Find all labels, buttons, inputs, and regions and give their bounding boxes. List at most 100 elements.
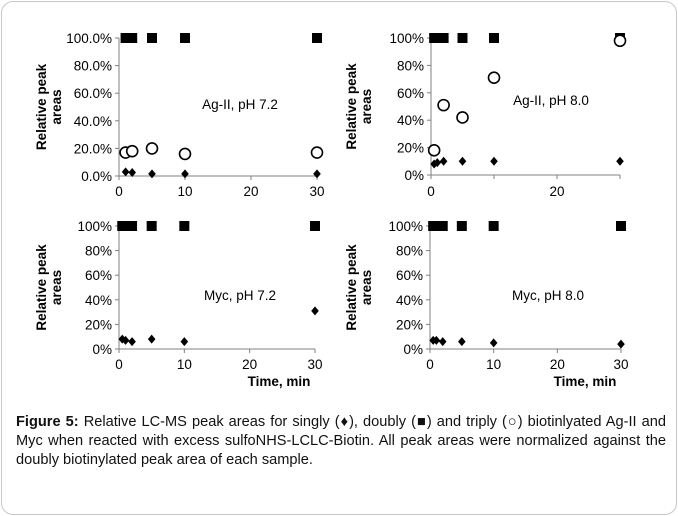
marker-singly <box>148 169 156 179</box>
marker-triply <box>310 146 324 159</box>
marker-singly <box>180 337 189 347</box>
y-tick-label: 100.0% <box>66 31 112 46</box>
y-axis-label: Relative peakareas <box>34 63 64 150</box>
marker-doubly <box>127 33 138 43</box>
x-tick-label: 30 <box>309 184 324 199</box>
marker-doubly <box>120 221 131 231</box>
marker-singly <box>490 156 498 166</box>
y-tick-label: 60% <box>396 268 423 283</box>
y-axis-label-line: Relative peak <box>344 63 359 150</box>
x-tick-label: 20 <box>243 184 258 199</box>
marker-doubly <box>310 221 320 231</box>
y-axis-label: Relative peakareas <box>34 244 64 331</box>
marker-triply <box>145 142 159 155</box>
marker-singly <box>147 334 156 344</box>
y-tick-label: 80% <box>85 244 112 259</box>
marker-singly <box>616 156 624 166</box>
marker-singly <box>181 169 189 179</box>
marker-singly <box>617 339 625 349</box>
marker-singly <box>121 167 130 177</box>
figure-plots: 0.0% 20.0% 40.0% 60.0% 80.0% 100.0% 0 10 20 30 Ag-… <box>34 31 629 389</box>
y-tick-label: 0% <box>404 168 424 183</box>
y-axis-label-line: areas <box>49 270 64 305</box>
marker-singly <box>439 156 448 166</box>
marker-singly <box>433 158 442 168</box>
y-axis-label: Relative peakareas <box>344 244 374 331</box>
panel-title: Myc, pH 7.2 <box>204 288 276 303</box>
marker-singly <box>438 337 447 347</box>
marker-doubly <box>147 33 157 43</box>
y-axis-label-line: Relative peak <box>34 63 49 150</box>
x-tick-label: 10 <box>177 357 192 372</box>
x-tick-label: 20 <box>242 357 257 372</box>
marker-doubly <box>432 33 443 43</box>
marker-singly <box>128 337 136 347</box>
marker-triply <box>456 111 469 124</box>
y-tick-label: 80% <box>397 58 424 73</box>
y-tick-label: 60.0% <box>74 86 112 101</box>
figure-caption: Figure 5: Relative LC-MS peak areas for … <box>16 413 666 470</box>
y-tick-label: 20% <box>396 317 423 332</box>
marker-doubly <box>438 33 449 43</box>
x-axis-label: Time, min <box>554 374 617 389</box>
y-tick-label: 100% <box>389 31 424 46</box>
y-tick-label: 0% <box>92 342 112 357</box>
marker-doubly <box>456 221 467 231</box>
marker-doubly <box>488 221 499 231</box>
x-tick-label: 30 <box>307 357 322 372</box>
y-tick-label: 100% <box>77 219 112 234</box>
y-axis-label-line: areas <box>359 270 374 305</box>
x-axis-label: Time, min <box>248 374 311 389</box>
marker-doubly <box>616 221 626 231</box>
marker-triply <box>487 71 501 85</box>
x-tick-label: 0 <box>427 184 435 199</box>
caption-label: Figure 5: <box>16 414 79 430</box>
marker-doubly <box>146 221 157 231</box>
x-tick-label: 10 <box>177 184 192 199</box>
marker-doubly <box>127 221 138 231</box>
marker-triply <box>427 144 441 157</box>
marker-singly <box>458 156 467 166</box>
marker-singly <box>489 338 498 348</box>
marker-doubly <box>180 33 190 43</box>
x-tick-label: 30 <box>613 357 628 372</box>
y-tick-label: 0.0% <box>81 169 112 184</box>
marker-triply <box>613 34 627 48</box>
marker-doubly <box>312 33 322 43</box>
marker-doubly <box>489 33 499 43</box>
x-tick-label: 20 <box>550 357 565 372</box>
y-axis-label-line: areas <box>359 89 374 124</box>
marker-triply <box>125 144 139 158</box>
marker-doubly <box>120 33 131 43</box>
marker-triply <box>178 147 192 161</box>
marker-singly <box>128 168 136 178</box>
y-axis-label-line: areas <box>49 89 64 124</box>
y-tick-label: 20.0% <box>74 141 112 156</box>
chart-panel-2: 0% 20% 40% 60% 80% 100% 0 20 Ag-II, pH 8.0 Relati… <box>344 31 627 199</box>
x-tick-label: 10 <box>486 357 501 372</box>
y-tick-label: 40% <box>397 113 424 128</box>
marker-doubly <box>431 221 442 231</box>
caption-text: Relative LC-MS peak areas for singly (♦)… <box>16 414 667 468</box>
chart-panel-4: 0% 20% 40% 60% 80% 100% 0 10 20 30 Myc, pH 8.0 Rela… <box>344 219 629 389</box>
y-tick-label: 20% <box>397 141 424 156</box>
marker-doubly <box>437 221 448 231</box>
marker-triply <box>437 98 450 112</box>
y-tick-label: 60% <box>85 268 112 283</box>
marker-singly <box>432 335 441 345</box>
y-axis-label-line: Relative peak <box>344 244 359 331</box>
marker-singly <box>121 335 130 345</box>
panel-title: Ag-II, pH 7.2 <box>202 97 278 112</box>
marker-singly <box>458 337 466 347</box>
y-tick-label: 40.0% <box>74 114 112 129</box>
y-tick-label: 100% <box>388 219 423 234</box>
marker-doubly <box>179 221 190 231</box>
marker-doubly <box>457 33 468 43</box>
y-tick-label: 40% <box>396 293 423 308</box>
chart-panel-1: 0.0% 20.0% 40.0% 60.0% 80.0% 100.0% 0 10 20 30 Ag-… <box>34 31 325 199</box>
y-tick-label: 80% <box>396 244 423 259</box>
panel-title: Myc, pH 8.0 <box>512 288 584 303</box>
x-tick-label: 0 <box>115 357 123 372</box>
panel-title: Ag-II, pH 8.0 <box>513 93 589 108</box>
